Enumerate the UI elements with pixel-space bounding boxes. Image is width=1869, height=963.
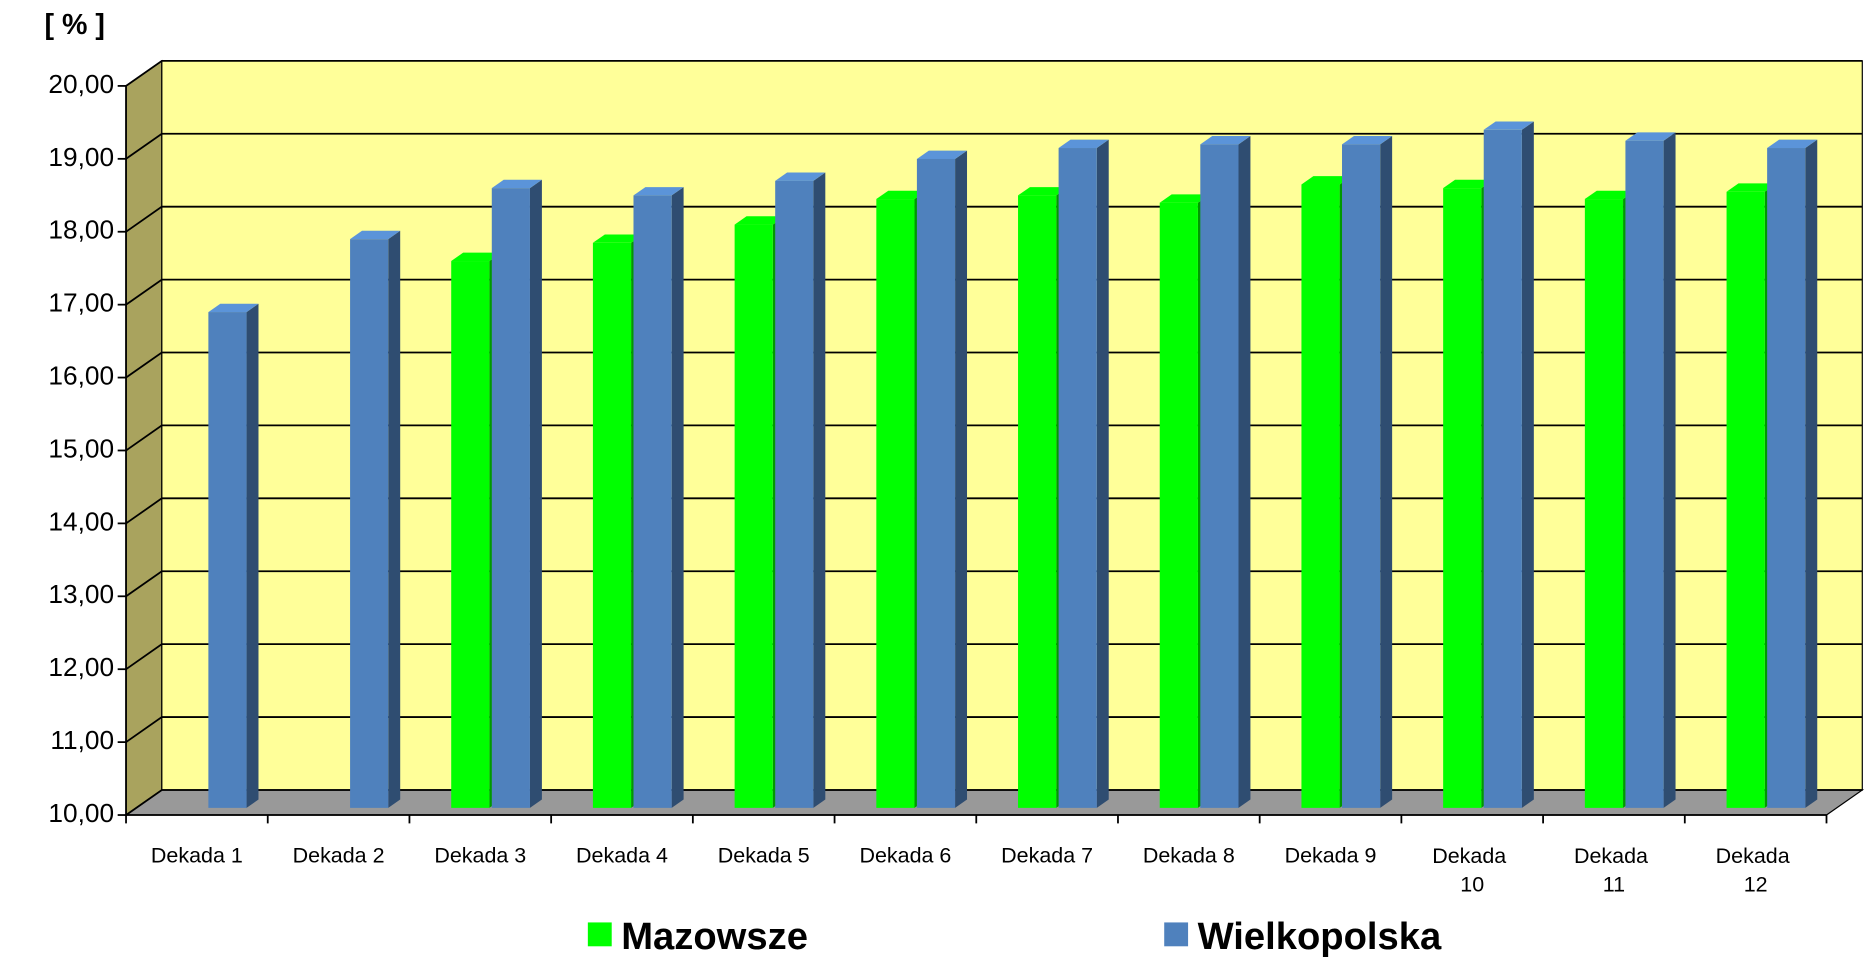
grid-line [125,59,1863,87]
bar-top [1625,132,1676,141]
bar-side [813,172,826,808]
x-tick-label: Dekada 4 [576,843,668,867]
bar [1058,148,1097,808]
grid-line [125,497,1863,525]
bar-top [633,187,684,196]
bar [1200,144,1239,808]
bar [775,180,814,808]
bar-top [208,303,259,313]
x-tick-label: Dekada 3 [434,843,526,867]
x-tick-label: Dekada 8 [1143,843,1235,867]
bar-side [1663,132,1676,808]
bar-top [1443,179,1494,189]
bar-top [916,150,968,159]
grid-line [125,789,1863,816]
x-tick-label: Dekada 2 [293,843,385,867]
x-tick-label: Dekada 1 [151,843,243,867]
bar-top [592,234,644,243]
bar-top [1726,183,1777,192]
bar-side [1238,136,1251,808]
bar [1584,199,1624,808]
x-tick-label: Dekada 9 [1285,843,1377,867]
bar-top [491,179,542,189]
bar [350,239,389,808]
bar [916,158,956,808]
y-tick-label: 15,00 [48,433,114,463]
bar-top [1483,121,1534,130]
x-tick-label: Dekada 10 [1432,843,1512,896]
y-tick-label: 10,00 [48,798,114,828]
bar [734,224,773,808]
bar [1726,191,1765,808]
bar [1483,129,1522,808]
bar-side [671,187,684,808]
bar-side [1096,139,1109,808]
bar-top [1342,136,1393,145]
y-tick-label: 19,00 [48,142,114,172]
bar-side [1521,121,1534,808]
bar-top [1767,139,1818,149]
bar-top [1159,194,1210,203]
x-tick-label: Dekada 5 [718,843,810,867]
y-tick-label: 20,00 [48,69,114,99]
bar-side [246,303,259,808]
y-axis-label: [ % ] [45,9,105,41]
bar-top [1200,136,1251,145]
bar [1767,148,1806,808]
bar-side [955,150,968,808]
y-tick-label: 13,00 [48,579,114,609]
bar [1159,202,1198,808]
x-tick-label: Dekada 6 [859,843,951,867]
bar [208,312,247,808]
legend-label: Mazowsze [621,915,808,958]
bar-top [1301,176,1352,185]
bar-top [350,230,401,240]
bar [592,242,632,808]
bar [876,199,915,808]
x-tick-label: Dekada 11 [1574,843,1654,896]
bar [1342,144,1381,808]
grid-line [125,570,1863,598]
y-tick-label: 12,00 [48,652,114,682]
bar-top [451,252,502,262]
y-tick-label: 11,00 [50,725,114,755]
bar-side [529,179,542,808]
legend-label: Wielkopolska [1198,915,1442,958]
bar [1301,184,1340,808]
grid-line [125,643,1863,670]
y-tick-label: 14,00 [48,506,114,536]
grid-line [125,205,1863,233]
bar [1443,188,1482,808]
bar [1018,195,1057,808]
bar-side [1805,139,1818,808]
bar-side [1380,136,1393,808]
bar [491,188,530,808]
y-tick-label: 16,00 [48,361,114,391]
y-tick-label: 18,00 [48,215,114,245]
bar [451,261,490,808]
bar [633,195,672,808]
bar-top [1018,187,1069,196]
bar [1625,140,1664,808]
legend-swatch [1164,922,1189,947]
x-tick-label: Dekada 7 [1001,843,1093,867]
grid-line [125,132,1863,160]
grid-line [125,278,1863,306]
bar-top [1584,190,1635,200]
bar-top [775,172,826,181]
bar-top [876,190,927,200]
bar-top [1058,139,1109,149]
grid-line [125,424,1863,452]
grid-line [125,351,1863,379]
y-tick-label: 17,00 [48,288,114,318]
x-tick-label: Dekada 12 [1716,843,1796,896]
bar-top [734,216,785,225]
legend-swatch [587,922,612,947]
grid-line [125,716,1863,743]
bar-side [388,230,401,808]
